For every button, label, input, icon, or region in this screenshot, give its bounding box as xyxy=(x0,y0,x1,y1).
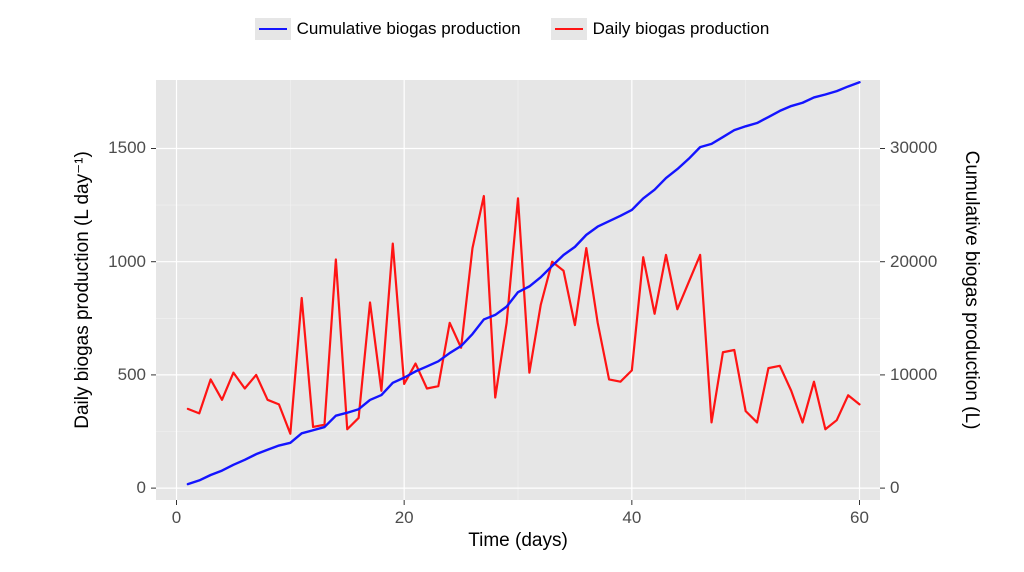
tick-label: 20 xyxy=(395,508,414,528)
y-right-axis-title: Cumulative biogas production (L) xyxy=(0,0,1024,572)
tick-label: 1500 xyxy=(108,138,146,158)
tick-label: 0 xyxy=(890,478,899,498)
tick-label: 20000 xyxy=(890,252,937,272)
tick-label: 1000 xyxy=(108,252,146,272)
tick-label: 10000 xyxy=(890,365,937,385)
tick-label: 0 xyxy=(172,508,181,528)
tick-label: 60 xyxy=(850,508,869,528)
tick-label: 0 xyxy=(137,478,146,498)
tick-label: 40 xyxy=(622,508,641,528)
svg-text:Cumulative biogas production (: Cumulative biogas production (L) xyxy=(961,151,982,430)
tick-label: 30000 xyxy=(890,138,937,158)
biogas-chart: Cumulative biogas production Daily bioga… xyxy=(0,0,1024,572)
tick-label: 500 xyxy=(118,365,146,385)
